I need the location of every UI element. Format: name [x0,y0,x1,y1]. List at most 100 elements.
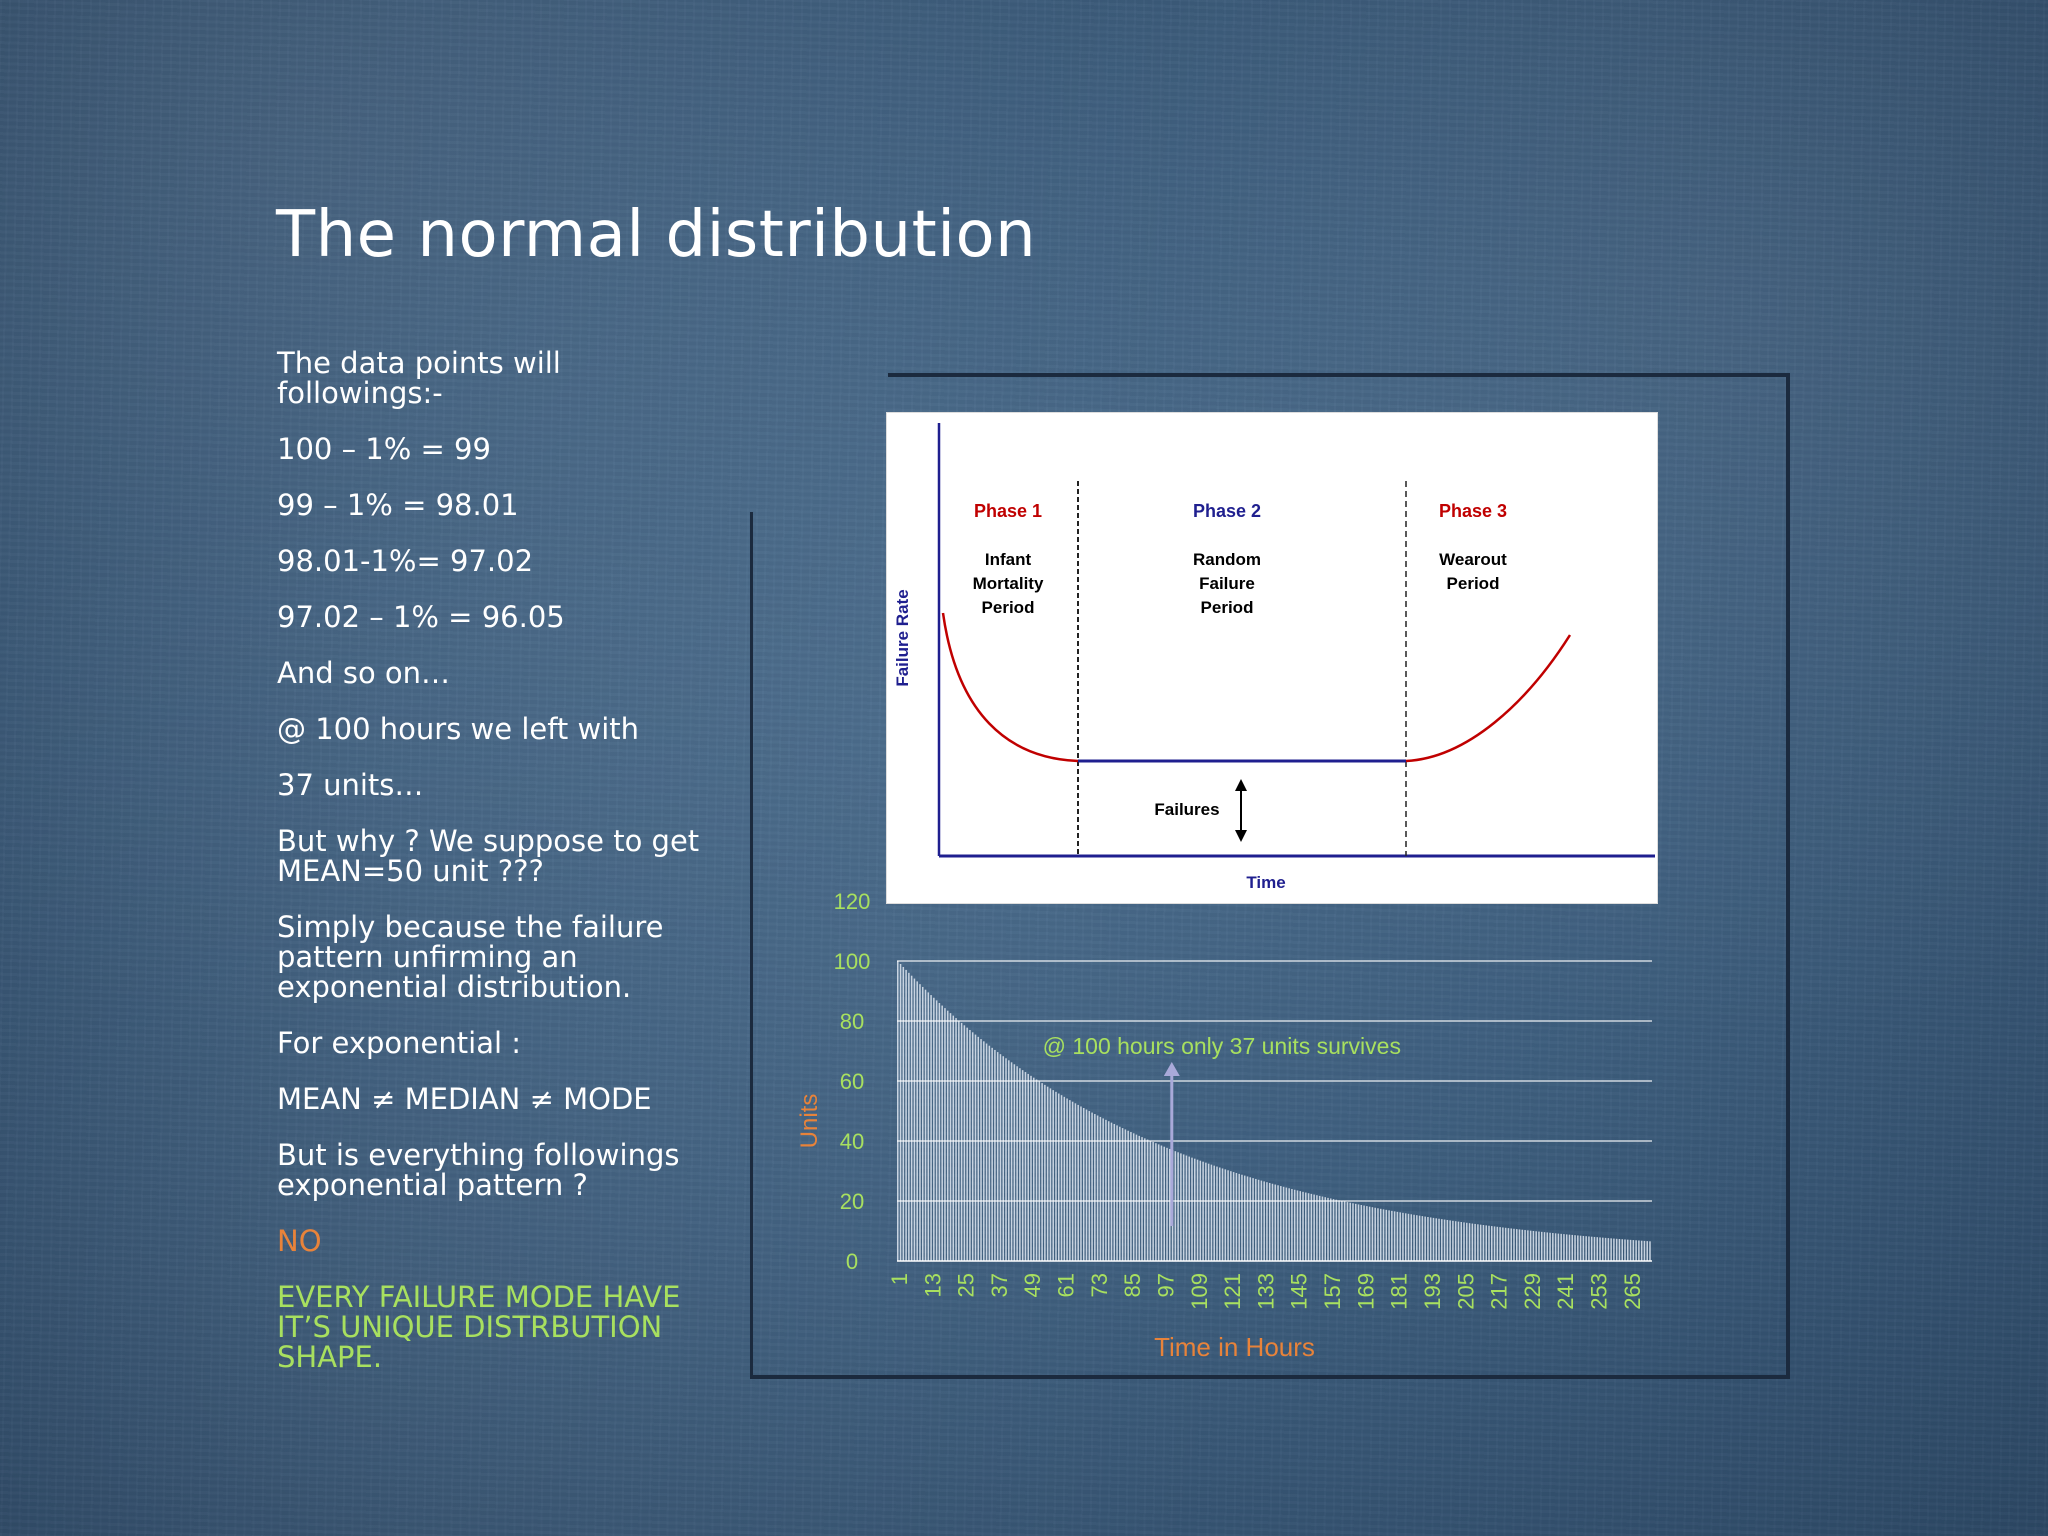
decay-x-tick-label: 37 [987,1273,1012,1297]
decay-bar [1513,1228,1515,1261]
decay-bar [1582,1235,1585,1261]
decay-bar [1163,1146,1165,1261]
decay-x-tick-label: 205 [1453,1273,1478,1310]
decay-bar [1485,1225,1487,1261]
decay-bar [1504,1227,1507,1261]
decay-bar [1016,1066,1018,1261]
decay-bar [1407,1213,1410,1261]
decay-bar [1357,1204,1360,1261]
decay-bar [1005,1058,1007,1261]
phase-1-label-line-2: Mortality [973,574,1044,593]
decay-bar [1635,1240,1637,1261]
bullet-item: The data points will followings:- [277,346,561,410]
decay-bar [1610,1238,1612,1261]
decay-bar [910,975,913,1261]
decay-bar [980,1039,982,1261]
decay-bar [1282,1186,1285,1261]
wearout-curve [1405,634,1572,763]
decay-bar [1307,1193,1310,1261]
decay-bar [1377,1208,1379,1261]
decay-bar [1069,1100,1071,1261]
decay-bar [983,1041,985,1261]
phase-1-title: Phase 1 [974,501,1042,521]
decay-y-tick-label: 60 [840,1069,864,1094]
decay-bar [1599,1237,1601,1261]
decay-x-tick-label: 265 [1620,1273,1645,1310]
decay-bar [1366,1206,1368,1261]
decay-bar [1352,1203,1354,1261]
decay-bar [930,995,932,1261]
phase-3-title: Phase 3 [1439,501,1507,521]
decay-bar [1318,1195,1321,1261]
decay-bar [1568,1234,1571,1261]
failures-arrow-down-icon [1235,830,1247,842]
decay-bar [1538,1231,1540,1261]
decay-bar [1296,1190,1299,1261]
bullet-item: 37 units… [277,768,424,802]
decay-bar [1188,1156,1190,1261]
decay-bar [1124,1129,1127,1261]
decay-bar [921,986,924,1261]
decay-bar [1427,1217,1429,1261]
decay-bar [1310,1193,1313,1261]
bullet-item: Simply because the failure pattern unfir… [277,910,664,1004]
decay-bar [1177,1152,1179,1261]
decay-bar [924,989,927,1261]
decay-bar [1174,1151,1177,1261]
decay-bar [1077,1104,1079,1261]
decay-bar [1638,1240,1640,1261]
decay-bar [1305,1192,1307,1261]
decay-bar [1343,1201,1346,1261]
decay-bar [899,964,902,1261]
decay-bar [1221,1168,1224,1261]
slide-title: The normal distribution [276,198,1037,272]
decay-bar [1141,1137,1143,1261]
bathtub-chart: Failure Rate Time Phase 1 Phase 2 Phase … [893,423,1655,892]
decay-bar [1543,1232,1546,1261]
bullet-item: EVERY FAILURE MODE HAVE IT’S UNIQUE DIST… [277,1280,681,1374]
decay-bar [1349,1202,1351,1261]
decay-bar [1418,1215,1421,1261]
decay-bar [1463,1222,1465,1261]
decay-bar [1227,1170,1229,1261]
decay-bar [1521,1229,1524,1261]
decay-bar [1479,1224,1482,1261]
phase-1-label-line-1: Infant [985,550,1032,569]
decay-bar [1202,1161,1204,1261]
decay-bar [1119,1126,1121,1261]
decay-bar [994,1049,996,1261]
decay-bar [1099,1116,1102,1261]
decay-bar [1013,1064,1016,1261]
decay-bar [1291,1189,1293,1261]
decay-bar [1155,1143,1157,1261]
decay-x-tick-label: 229 [1520,1273,1545,1310]
decay-bar [1421,1216,1424,1261]
decay-bar [999,1054,1002,1261]
decay-bar [1160,1145,1163,1261]
decay-bar [1166,1147,1168,1261]
decay-bar [1316,1195,1318,1261]
decay-bar [1046,1086,1049,1261]
decay-x-tick-label: 85 [1120,1273,1145,1297]
decay-x-axis-label: Time in Hours [1154,1332,1315,1362]
decay-bar [1391,1210,1393,1261]
decay-bar [1080,1106,1082,1261]
decay-bar [1210,1164,1213,1261]
decay-bar [1338,1200,1340,1261]
decay-x-tick-label: 61 [1054,1273,1079,1297]
decay-bar [1255,1178,1257,1261]
decay-bar [1643,1240,1646,1261]
decay-bar [1554,1233,1557,1261]
decay-x-tick-label: 109 [1187,1273,1212,1310]
phase-1-label-line-3: Period [982,598,1035,617]
decay-bar [949,1013,952,1261]
decay-bar [1466,1222,1468,1261]
bathtub-x-label: Time [1246,873,1285,892]
decay-x-tick-label: 193 [1420,1273,1445,1310]
bullet-item: But is everything followings exponential… [277,1138,680,1202]
decay-bar [1527,1230,1529,1261]
decay-bar [1285,1187,1288,1261]
decay-x-tick-label: 133 [1253,1273,1278,1310]
decay-bar [1127,1130,1129,1261]
decay-bar [1446,1219,1449,1261]
